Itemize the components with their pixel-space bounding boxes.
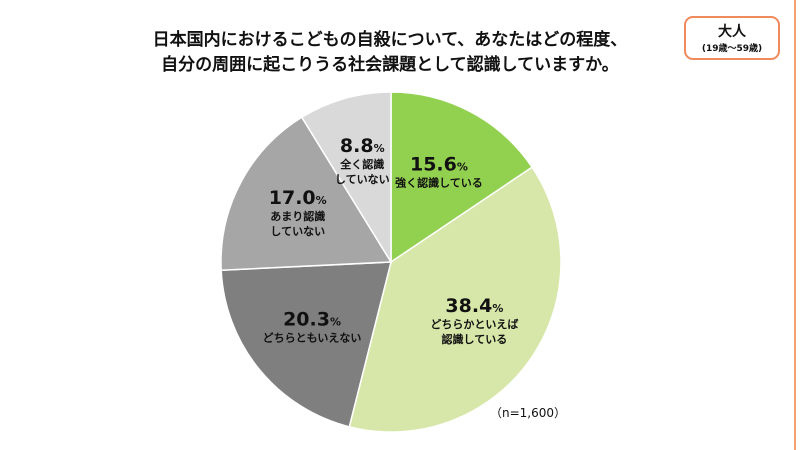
chart-title: 日本国内におけるこどもの自殺について、あなたはどの程度、 自分の周囲に起こりうる… — [120, 28, 660, 78]
title-line-2: 自分の周囲に起こりうる社会課題として認識していますか。 — [161, 55, 619, 75]
slice-value: 17.0% — [268, 186, 327, 209]
slice-category: どちらともいえない — [262, 331, 362, 345]
slice-label: 20.3% どちらともいえない — [263, 308, 362, 345]
pie-slice — [300, 91, 392, 265]
respondent-badge: 大人 (19歳～59歳) — [684, 16, 780, 60]
slice-category: 全く認識 していない — [334, 157, 390, 186]
pie-slice — [348, 166, 562, 433]
badge-sub: (19歳～59歳) — [701, 44, 763, 54]
slice-category: どちらかといえば 認識している — [430, 317, 519, 346]
slice-category: 強く認識している — [395, 176, 483, 190]
slice-value: 15.6% — [409, 153, 468, 176]
slice-value: 38.4% — [445, 294, 504, 317]
badge-label: 大人 — [718, 24, 746, 40]
pie-slice — [220, 261, 392, 428]
pie-slice — [390, 91, 534, 264]
slice-label: 38.4% どちらかといえば 認識している — [430, 295, 518, 347]
slide-border — [794, 0, 796, 450]
title-line-1: 日本国内におけるこどもの自殺について、あなたはどの程度、 — [152, 30, 628, 50]
slice-label: 17.0% あまり認識 していない — [269, 187, 327, 239]
slice-label: 8.8% 全く認識 していない — [335, 135, 390, 187]
slice-value: 8.8% — [339, 134, 385, 157]
pie-slice — [220, 116, 393, 272]
slice-category: あまり認識 していない — [270, 209, 326, 238]
slice-label: 15.6% 強く認識している — [395, 153, 483, 190]
sample-size-note: （n=1,600） — [490, 406, 567, 420]
slice-value: 20.3% — [283, 308, 341, 331]
